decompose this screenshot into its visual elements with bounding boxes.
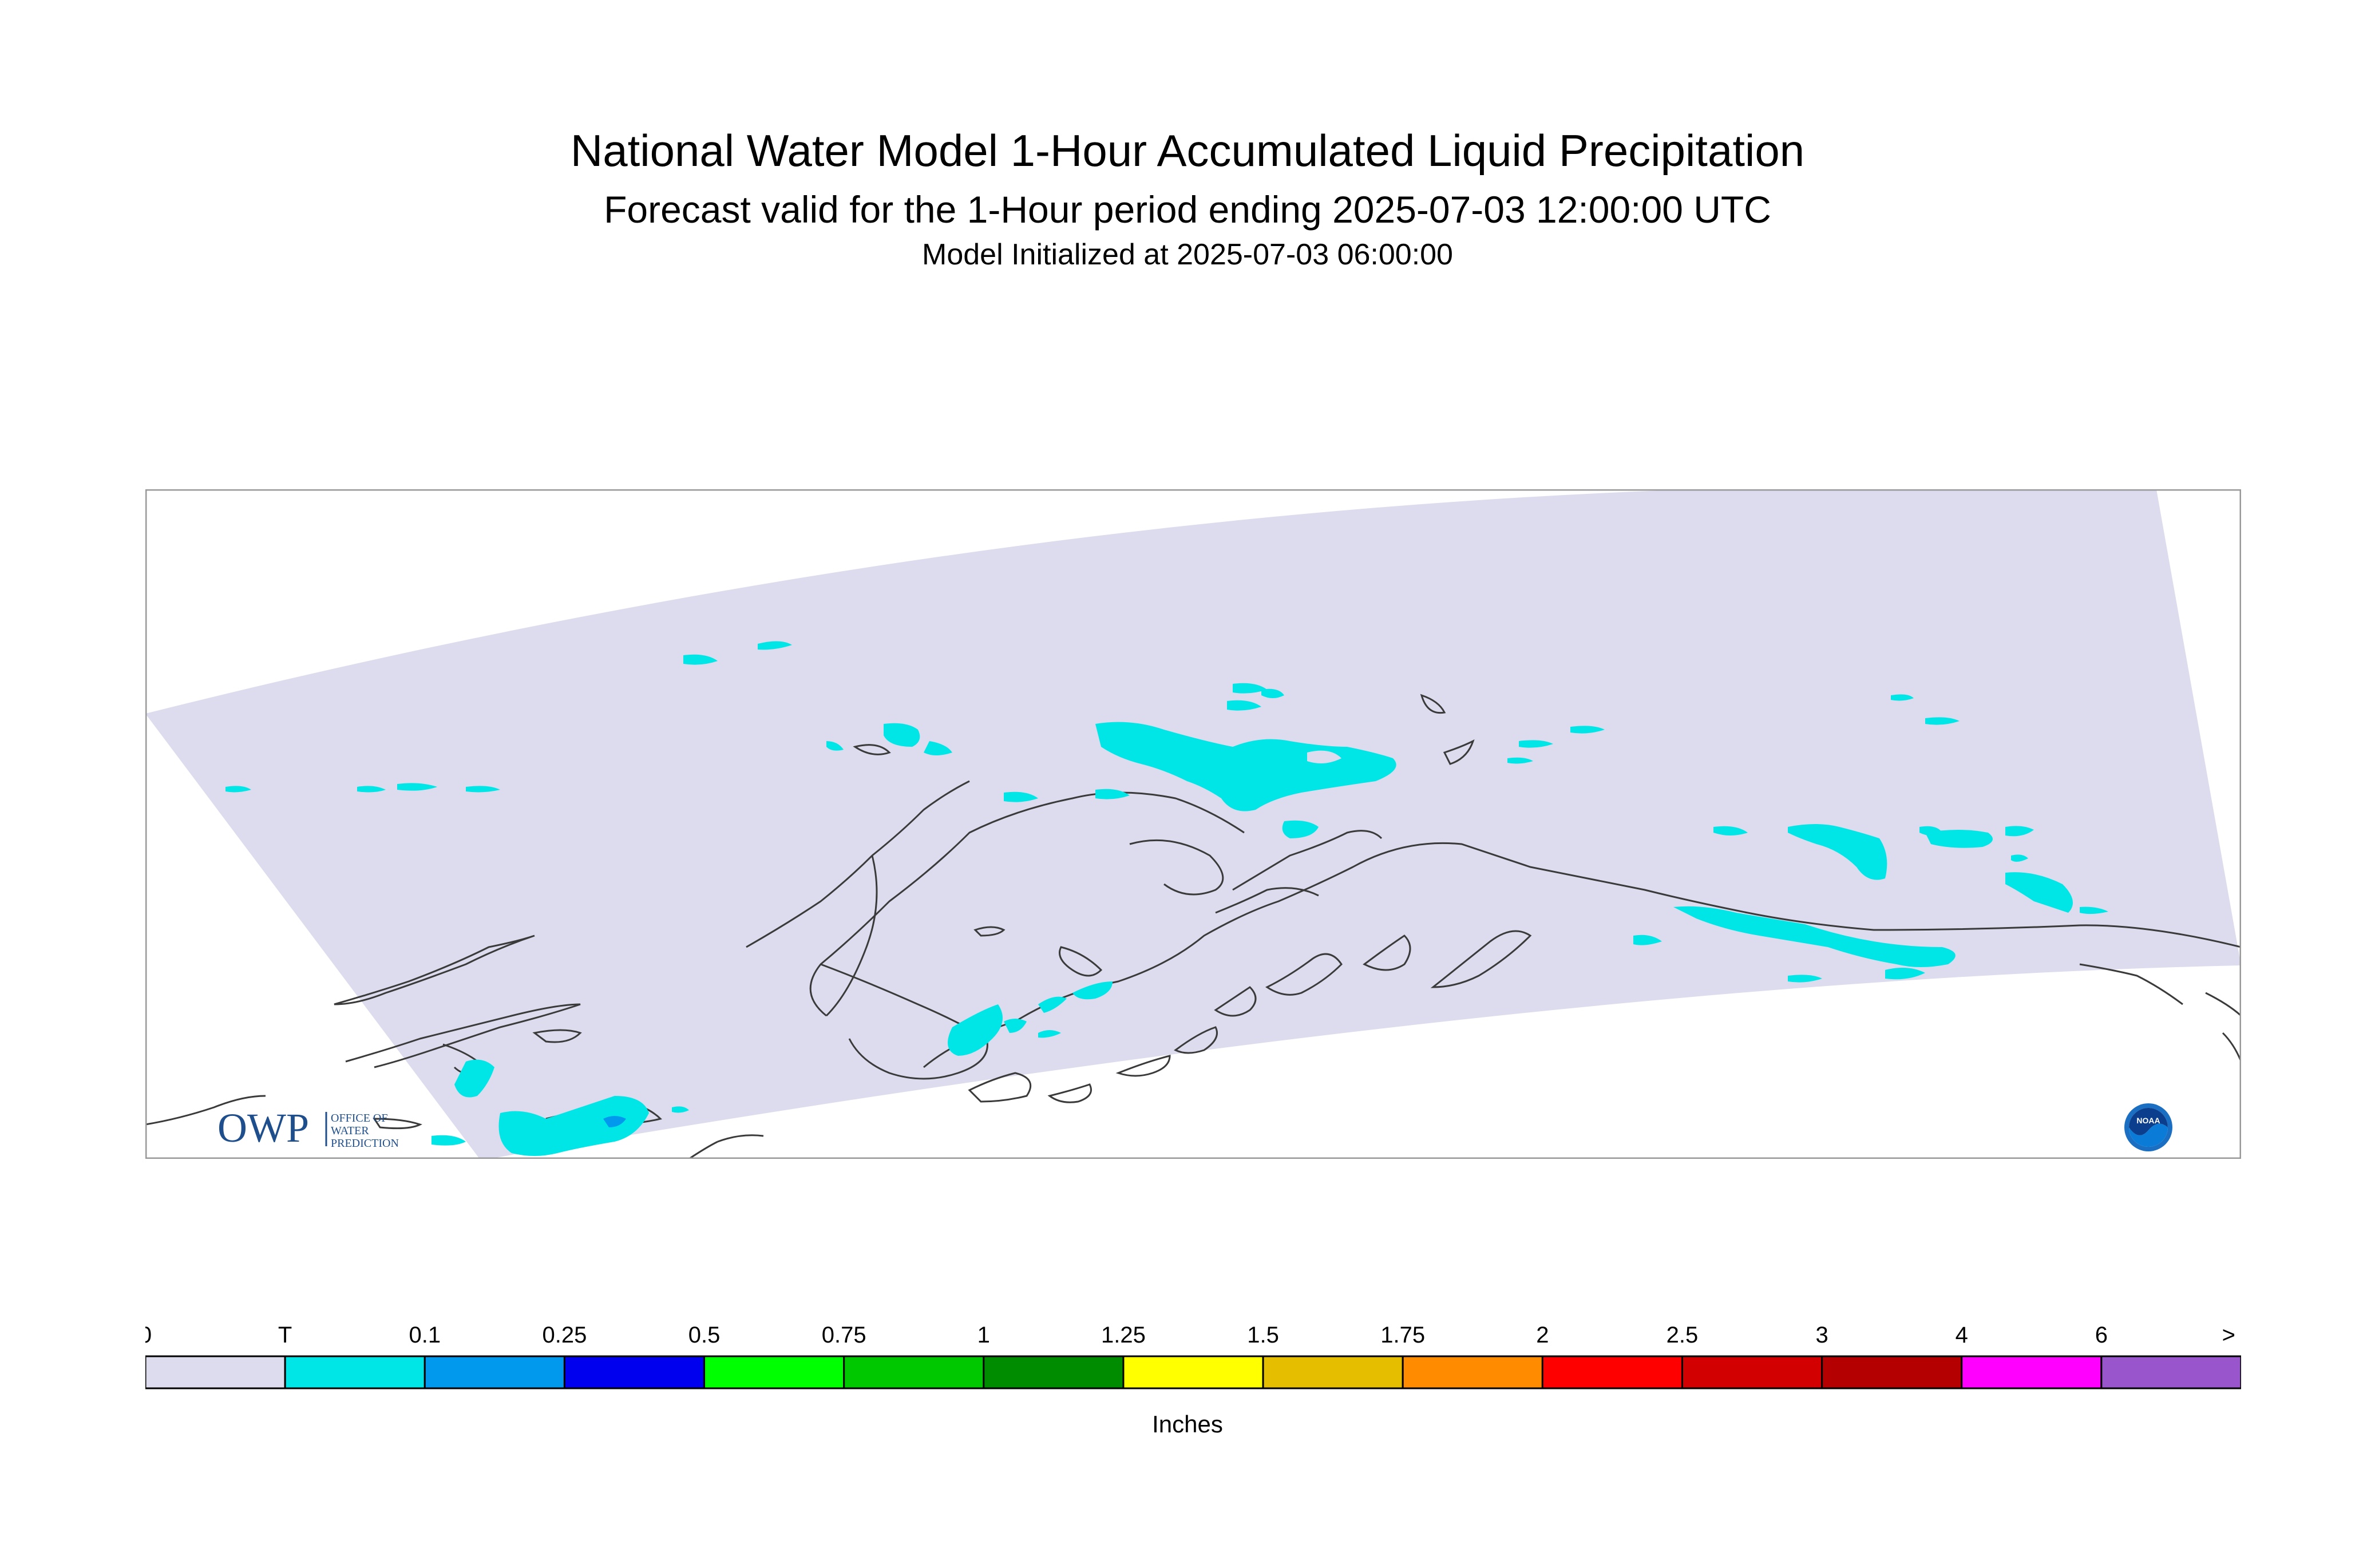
legend-swatch	[2100, 1355, 2241, 1389]
legend-swatch	[1821, 1355, 1963, 1389]
legend-tick-label: 1.5	[1247, 1322, 1279, 1348]
legend-tick-label: 2.5	[1667, 1322, 1699, 1348]
legend-swatch	[1402, 1355, 1543, 1389]
legend-swatch	[563, 1355, 706, 1389]
precip-map: OWP OFFICE OF WATER PREDICTION NOAA	[145, 489, 2241, 1159]
map-title: National Water Model 1-Hour Accumulated …	[570, 125, 1805, 176]
legend-swatch	[1541, 1355, 1683, 1389]
legend-tick-label: 0.5	[688, 1322, 721, 1348]
legend-end-label: >	[2222, 1322, 2235, 1348]
legend-tick-label: 1	[977, 1322, 990, 1348]
legend-swatch	[1122, 1355, 1264, 1389]
legend-swatch	[1681, 1355, 1823, 1389]
legend-tick-label: 4	[1956, 1322, 1968, 1348]
legend-tick-label: 0.1	[409, 1322, 441, 1348]
map-frame	[145, 489, 2241, 1159]
legend-tick-label: 1.25	[1101, 1322, 1146, 1348]
legend-swatch	[983, 1355, 1125, 1389]
color-legend: 0 T 0.1 0.25 0.5 0.75 1 1.25 1.5 1.75 2 2.5 3 4 6 >	[145, 1322, 2241, 1389]
legend-tick-label: 2	[1536, 1322, 1549, 1348]
precip-trace	[225, 641, 2108, 1156]
legend-swatch	[284, 1355, 426, 1389]
legend-tick-label: 1.75	[1380, 1322, 1425, 1348]
legend-tick-label: 0.25	[542, 1322, 587, 1348]
owp-logo-line2: WATER	[331, 1124, 369, 1137]
noaa-logo: NOAA	[2124, 1103, 2172, 1151]
legend-tick-label: 6	[2095, 1322, 2108, 1348]
legend-tick-label: 0	[145, 1322, 152, 1348]
legend-swatch	[703, 1355, 845, 1389]
legend-swatch	[1961, 1355, 2103, 1389]
legend-tick-label: T	[278, 1322, 292, 1348]
map-subtitle: Forecast valid for the 1-Hour period end…	[604, 188, 1771, 231]
legend-swatch	[843, 1355, 985, 1389]
coastline	[145, 694, 2241, 1159]
owp-logo-line1: OFFICE OF	[331, 1112, 387, 1124]
legend-swatch	[1262, 1355, 1404, 1389]
legend-swatch	[423, 1355, 565, 1389]
owp-logo: OWP OFFICE OF WATER PREDICTION	[217, 1105, 399, 1151]
legend-units: Inches	[1152, 1411, 1223, 1438]
owp-logo-mark: OWP	[217, 1105, 309, 1151]
model-domain	[145, 489, 2241, 1159]
owp-logo-line3: PREDICTION	[331, 1137, 399, 1150]
model-init-time: Model Initialized at 2025-07-03 06:00:00	[922, 238, 1453, 271]
legend-swatch	[145, 1355, 286, 1389]
noaa-logo-mark: NOAA	[2136, 1116, 2160, 1125]
legend-tick-label: 0.75	[822, 1322, 866, 1348]
legend-tick-label: 3	[1815, 1322, 1828, 1348]
precip-light	[603, 1116, 626, 1127]
